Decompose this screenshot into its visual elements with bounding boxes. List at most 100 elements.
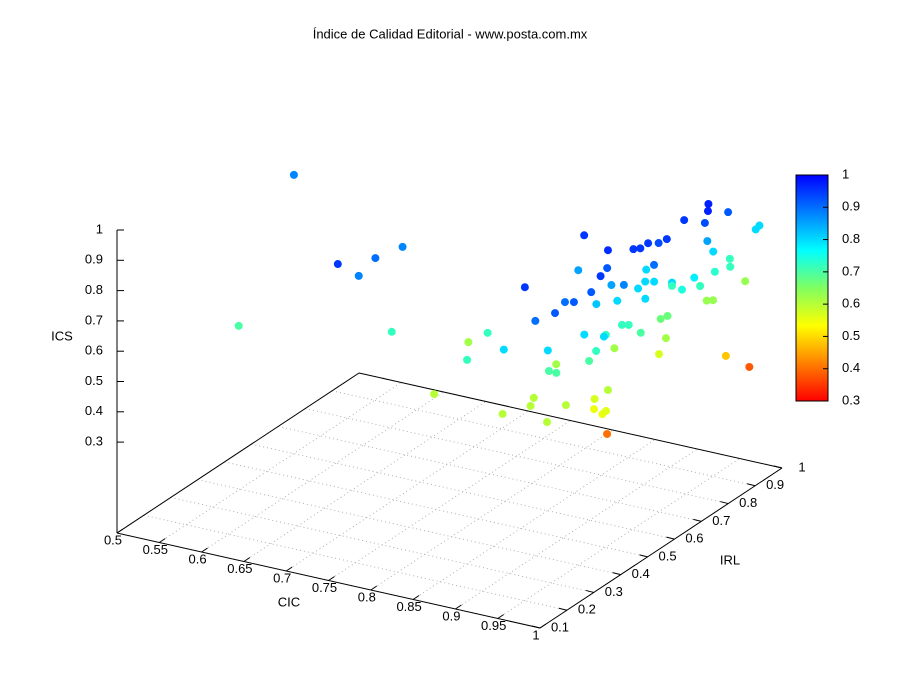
axis-edge <box>358 372 783 469</box>
z-tick-label: 0.5 <box>85 373 103 388</box>
grid-line <box>224 461 648 558</box>
z-tick-label: 0.8 <box>85 282 103 297</box>
point <box>636 244 645 253</box>
axis-edge <box>539 467 783 629</box>
point <box>724 208 733 217</box>
point <box>680 216 689 225</box>
point <box>709 247 718 256</box>
grid-line <box>285 410 529 572</box>
colorbar-tick-label: 0.6 <box>842 296 860 311</box>
point <box>398 242 407 251</box>
point <box>596 272 605 281</box>
x-tick <box>412 595 420 600</box>
point <box>234 321 243 330</box>
point <box>603 429 612 438</box>
point <box>624 320 633 329</box>
point <box>354 271 363 280</box>
y-tick-label: 0.9 <box>766 477 784 492</box>
point <box>618 320 627 329</box>
colorbar-tick-label: 0.7 <box>842 263 860 278</box>
grid-line <box>251 443 675 540</box>
point <box>526 401 535 410</box>
grid-line <box>243 401 487 562</box>
z-tick-label: 0.4 <box>85 403 103 418</box>
point <box>610 344 619 353</box>
point <box>642 265 651 274</box>
grid-line <box>159 382 402 543</box>
x-tick <box>159 538 166 543</box>
point <box>531 316 540 325</box>
y-tick-label: 0.3 <box>605 584 623 599</box>
point <box>560 298 569 307</box>
point <box>599 332 608 341</box>
x-tick <box>539 623 547 629</box>
x-tick-label: 0.7 <box>273 570 291 585</box>
point <box>726 262 735 271</box>
y-tick <box>666 536 675 540</box>
x-tick <box>243 557 251 562</box>
y-tick <box>612 572 621 576</box>
z-tick-label: 0.6 <box>85 343 103 358</box>
grid-line <box>370 429 614 591</box>
x-tick <box>201 547 208 553</box>
y-tick <box>746 483 756 487</box>
point <box>464 338 473 347</box>
point <box>656 314 665 323</box>
point <box>551 309 560 318</box>
y-tick-label: 0.2 <box>578 602 596 617</box>
z-tick-label: 0.7 <box>85 312 103 327</box>
y-tick <box>531 625 541 629</box>
x-axis-label: CIC <box>278 594 300 609</box>
y-tick <box>773 465 783 469</box>
point <box>619 280 628 289</box>
grid-line <box>497 458 740 619</box>
point <box>430 390 439 399</box>
point <box>650 260 659 269</box>
colorbar-tick-label: 0.5 <box>842 328 860 343</box>
y-tick-label: 0.1 <box>551 619 569 634</box>
y-axis-label: IRL <box>720 552 740 567</box>
point <box>585 356 594 365</box>
x-tick <box>116 528 124 534</box>
point <box>703 237 712 246</box>
point <box>662 235 671 244</box>
point <box>710 267 719 276</box>
point <box>655 350 664 359</box>
point <box>661 334 670 343</box>
point <box>552 360 561 369</box>
y-tick-label: 1 <box>798 459 805 474</box>
point <box>371 254 380 263</box>
x-tick-label: 1 <box>532 627 539 642</box>
point <box>641 277 650 286</box>
point <box>529 393 538 402</box>
point <box>613 296 622 305</box>
x-tick-label: 0.65 <box>227 561 252 576</box>
point <box>552 368 561 377</box>
point <box>520 283 529 292</box>
z-tick-label: 1 <box>96 221 103 236</box>
x-tick <box>497 614 504 619</box>
colorbar-tick-label: 0.9 <box>842 199 860 214</box>
point <box>603 386 612 395</box>
point <box>574 266 583 275</box>
z-tick-label: 0.9 <box>85 252 103 267</box>
chart-title: Índice de Calidad Editorial - www.posta.… <box>313 26 588 41</box>
z-tick-label: 0.3 <box>85 434 103 449</box>
point <box>333 260 342 269</box>
point <box>543 346 552 355</box>
x-tick-label: 0.55 <box>143 542 168 557</box>
grid-line <box>328 420 571 581</box>
point <box>704 200 713 209</box>
colorbar-tick-label: 0.4 <box>842 360 860 375</box>
point <box>607 281 616 290</box>
point <box>543 418 552 427</box>
point <box>725 254 734 263</box>
point <box>603 264 612 273</box>
x-tick-label: 0.95 <box>481 618 506 633</box>
point <box>636 328 645 337</box>
y-tick-label: 0.5 <box>659 548 677 563</box>
point <box>544 366 553 375</box>
point <box>603 246 612 255</box>
point <box>561 401 570 410</box>
